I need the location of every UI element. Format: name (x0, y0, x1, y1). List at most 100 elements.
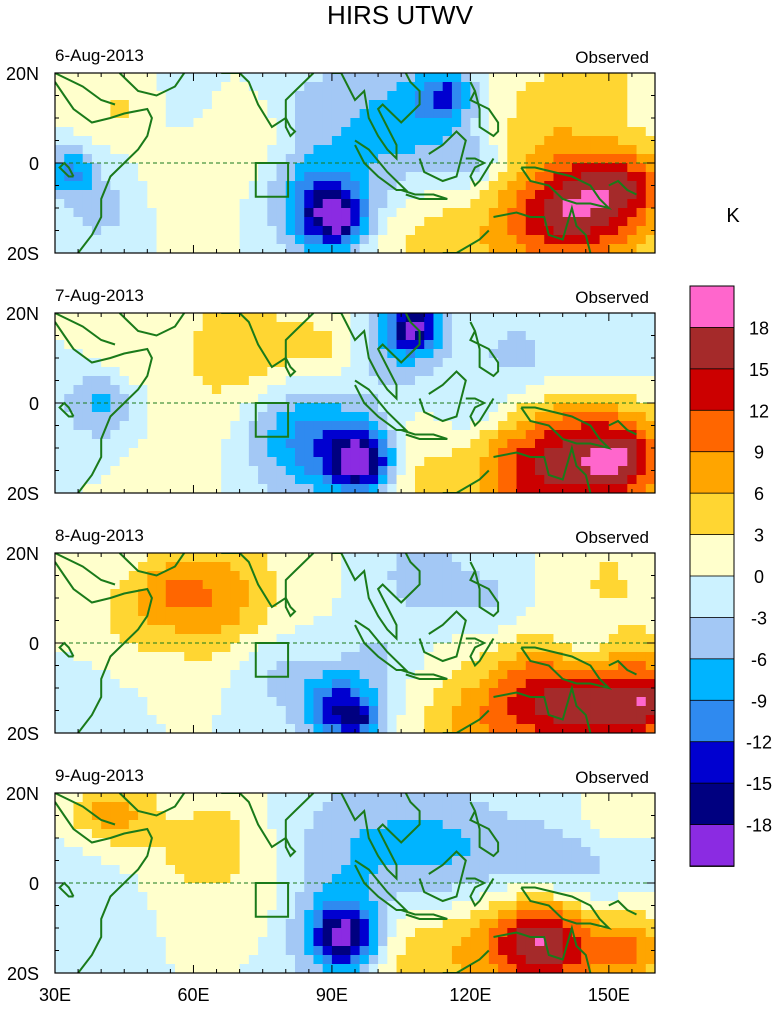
coastline (55, 81, 153, 253)
field-cell (424, 874, 435, 884)
field-cell (128, 892, 139, 902)
field-cell (138, 199, 148, 209)
field-cell (544, 73, 555, 83)
field-cell (359, 625, 370, 635)
field-cell (590, 82, 601, 92)
field-cell (535, 634, 545, 644)
field-cell (618, 847, 628, 857)
field-cell (156, 100, 167, 110)
field-cell (488, 244, 499, 253)
field-cell (498, 385, 508, 395)
field-cell (359, 688, 370, 698)
coastline (465, 397, 495, 428)
field-cell (239, 466, 250, 476)
field-cell (267, 838, 278, 848)
field-cell (313, 394, 324, 404)
field-cell (313, 244, 324, 253)
field-cell (184, 679, 195, 689)
field-cell (82, 208, 93, 218)
field-cell (322, 127, 333, 137)
field-cell (599, 865, 610, 875)
field-cell (479, 802, 490, 812)
field-cell (525, 190, 536, 200)
field-cell (128, 73, 139, 83)
field-cell (359, 697, 370, 707)
field-cell (451, 466, 462, 476)
field-cell (590, 331, 601, 341)
field-cell (82, 847, 93, 857)
field-cell (498, 598, 508, 608)
field-cell (165, 358, 176, 368)
field-cell (396, 430, 407, 440)
field-cell (608, 172, 619, 182)
field-cell (193, 358, 204, 368)
field-cell (553, 616, 564, 626)
field-cell (553, 100, 564, 110)
field-cell (433, 715, 444, 725)
field-cell (359, 475, 370, 485)
field-cell (147, 163, 158, 173)
field-cell (64, 484, 75, 493)
field-cell (322, 100, 333, 110)
field-cell (73, 73, 84, 83)
field-cell (378, 571, 388, 581)
field-cell (285, 715, 296, 725)
field-cell (378, 892, 388, 902)
field-cell (488, 847, 499, 857)
field-cell (470, 100, 481, 110)
field-cell (193, 172, 204, 182)
field-cell (553, 340, 564, 350)
field-cell (359, 616, 370, 626)
field-cell (479, 349, 490, 359)
field-cell (378, 697, 388, 707)
field-cell (498, 838, 508, 848)
field-cell (535, 697, 545, 707)
field-cell (175, 349, 185, 359)
field-cell (101, 412, 111, 422)
field-cell (424, 145, 435, 155)
field-cell (267, 679, 278, 689)
field-cell (258, 484, 268, 493)
field-cell (433, 580, 444, 590)
field-cell (101, 883, 111, 893)
field-cell (165, 607, 176, 617)
field-cell (645, 100, 655, 110)
field-cell (295, 181, 305, 191)
field-cell (415, 562, 425, 572)
field-cell (645, 403, 655, 413)
field-cell (645, 127, 655, 137)
field-cell (590, 340, 601, 350)
field-cell (442, 439, 453, 449)
field-cell (184, 82, 195, 92)
field-cell (313, 163, 324, 173)
field-cell (507, 484, 518, 493)
coastline (118, 73, 186, 97)
field-cell (442, 349, 453, 359)
field-cell (525, 109, 536, 119)
field-cell (258, 313, 268, 323)
field-cell (285, 616, 296, 626)
field-cell (91, 181, 102, 191)
field-cell (525, 589, 536, 599)
field-cell (645, 376, 655, 386)
field-cell (101, 856, 111, 866)
field-cell (331, 457, 342, 467)
field-cell (590, 652, 601, 662)
field-cell (147, 811, 158, 821)
field-cell (359, 394, 370, 404)
field-cell (165, 661, 176, 671)
field-cell (276, 226, 287, 236)
field-cell (415, 439, 425, 449)
field-cell (322, 145, 333, 155)
field-cell (193, 91, 204, 101)
field-cell (331, 349, 342, 359)
field-cell (544, 235, 555, 245)
field-cell (461, 322, 471, 332)
field-cell (599, 118, 610, 128)
field-cell (350, 874, 361, 884)
field-cell (507, 475, 518, 485)
field-cell (248, 874, 259, 884)
field-cell (267, 466, 278, 476)
field-cell (184, 571, 195, 581)
field-cell (488, 625, 499, 635)
